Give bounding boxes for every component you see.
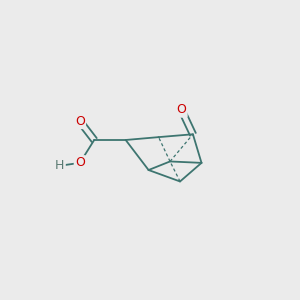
Text: O: O <box>75 156 85 170</box>
Text: O: O <box>176 103 186 116</box>
Text: H: H <box>55 159 64 172</box>
Text: O: O <box>75 115 85 128</box>
